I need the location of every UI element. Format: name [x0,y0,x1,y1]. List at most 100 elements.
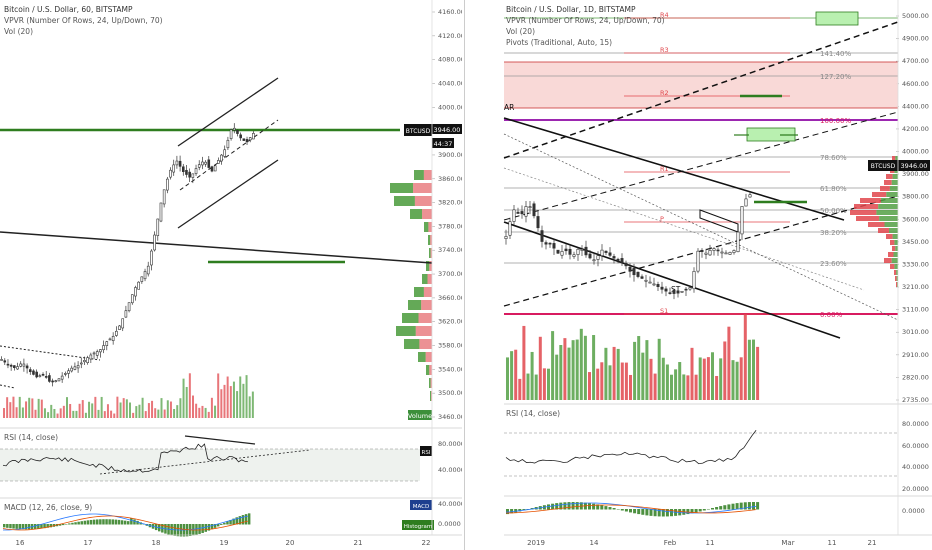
right-candle [632,268,636,276]
right-macd-hist-bar [506,509,509,515]
right-chart-svg[interactable]: 5000.00 4900.00 4700.00 4600.00 4400.00 4200.… [464,0,932,550]
left-volume-bar [12,396,15,418]
right-vpvr-bar-up [896,270,898,275]
right-candle [688,287,692,290]
left-volume-bar [138,404,141,418]
left-macd-hist-bar [201,524,204,533]
right-volume-bar [506,357,509,400]
left-volume-bar [94,396,97,418]
right-fib-label: 61.80% [820,185,847,193]
left-volume-bar [66,397,68,418]
left-volume-bar [207,411,210,418]
right-rsi-tick: 60.0000 [902,442,929,450]
right-vpvr-bar-down [880,186,890,191]
right-candle [552,243,556,249]
left-price-value: 3946.00 [434,126,461,134]
right-volume-bar [551,331,555,400]
left-chart-pane[interactable]: 4160.004120.004080.004040.004000.003960.… [0,0,462,550]
left-chart-svg[interactable]: 4160.004120.004080.004040.004000.003960.… [0,0,462,550]
right-volume-bar [702,358,706,400]
left-vpvr-bar-down [429,365,432,375]
right-fib-label: 23.60% [820,260,847,268]
left-volume-bar [157,409,160,418]
right-vpvr-bar-up [895,156,898,161]
right-candle [556,249,560,254]
left-price-tick: 4160.00 [438,8,462,16]
left-macd-hist-bar [80,521,83,525]
left-macd-hist-bar [232,518,235,525]
left-volume-bar [135,406,138,418]
right-macd-hist-bar [559,502,563,510]
right-x-tick: Mar [781,539,794,547]
left-vpvr-bar-up [402,313,419,323]
right-macd-hist-bar [727,504,731,510]
right-candle [548,242,552,245]
left-macd-hist-bar [216,524,220,527]
left-candle [25,365,29,369]
right-vpvr-bar-down [895,276,897,281]
right-vpvr-bar-down [854,204,879,209]
right-chart-pane[interactable]: 5000.00 4900.00 4700.00 4600.00 4400.00 4200.… [464,0,932,550]
left-volume-bar [56,413,59,418]
right-dotted-trend-2 [503,133,899,321]
right-downtrend-lower [503,221,841,339]
right-resistance-zone [504,62,898,108]
left-vpvr-bar-up [414,287,424,297]
left-volume-bar [122,398,125,418]
right-volume-bar [670,374,673,400]
left-macd-hist-bar [43,524,46,529]
left-volume-bar [201,405,204,418]
left-macd-legend: MACD (12, 26, close, 9) [4,503,93,512]
left-vpvr-bar-up [429,378,431,388]
right-volume-bar [563,338,567,400]
left-volume-bar [53,408,56,418]
left-volume-bar [103,411,106,418]
right-vpvr-bar-down [890,264,895,269]
left-macd-hist-bar [34,524,37,530]
left-macd-hist-bar [21,524,25,530]
left-x-tick: 18 [152,539,161,547]
right-volume-bar [592,335,596,400]
left-candle [229,129,233,139]
right-price-value: 3946.00 [901,162,928,170]
right-volume-bar [583,335,587,400]
left-volume-bar [21,407,24,418]
left-hist-tag-bg [402,520,434,530]
right-macd-hist-bar [670,509,673,517]
left-candle [153,234,156,251]
left-vpvr-bar-up [424,222,429,232]
right-macd-hist-bar [567,502,571,510]
right-dotted-trend [503,167,865,291]
left-volume-bar [182,378,185,418]
left-candle [92,352,96,355]
left-volume-bar [34,409,37,418]
left-price-tick: 3860.00 [438,175,462,183]
left-channel-mid-line [179,119,279,191]
left-volume-bar [239,376,242,418]
right-candle [592,259,596,262]
left-macd-hist-bar [111,519,114,525]
left-volume-bar [50,404,53,418]
right-candle [584,246,588,256]
left-price-tick: 3580.00 [438,342,462,350]
right-candle [712,248,716,251]
right-candle [696,250,700,272]
right-volume-bar [579,328,583,400]
left-volume-bar [232,381,235,418]
right-signal-line [505,504,757,514]
right-candle [604,250,608,253]
left-volume-bar [6,397,9,418]
left-volume-bar [72,410,75,418]
left-rsi-line [2,443,248,473]
right-pivot-label-r4: R4 [660,11,669,19]
left-candle [105,341,109,346]
right-candle [664,288,668,292]
left-price-tick: 3460.00 [438,413,462,421]
right-vpvr-bar-down [872,192,887,197]
right-volume-bar [510,351,514,400]
left-macd-hist-bar [204,524,207,532]
left-macd-hist-bar [130,518,133,525]
left-vpvr-bar-up [428,235,431,245]
right-vpvr-bar-down [896,282,898,287]
right-volume-bar [690,347,694,400]
